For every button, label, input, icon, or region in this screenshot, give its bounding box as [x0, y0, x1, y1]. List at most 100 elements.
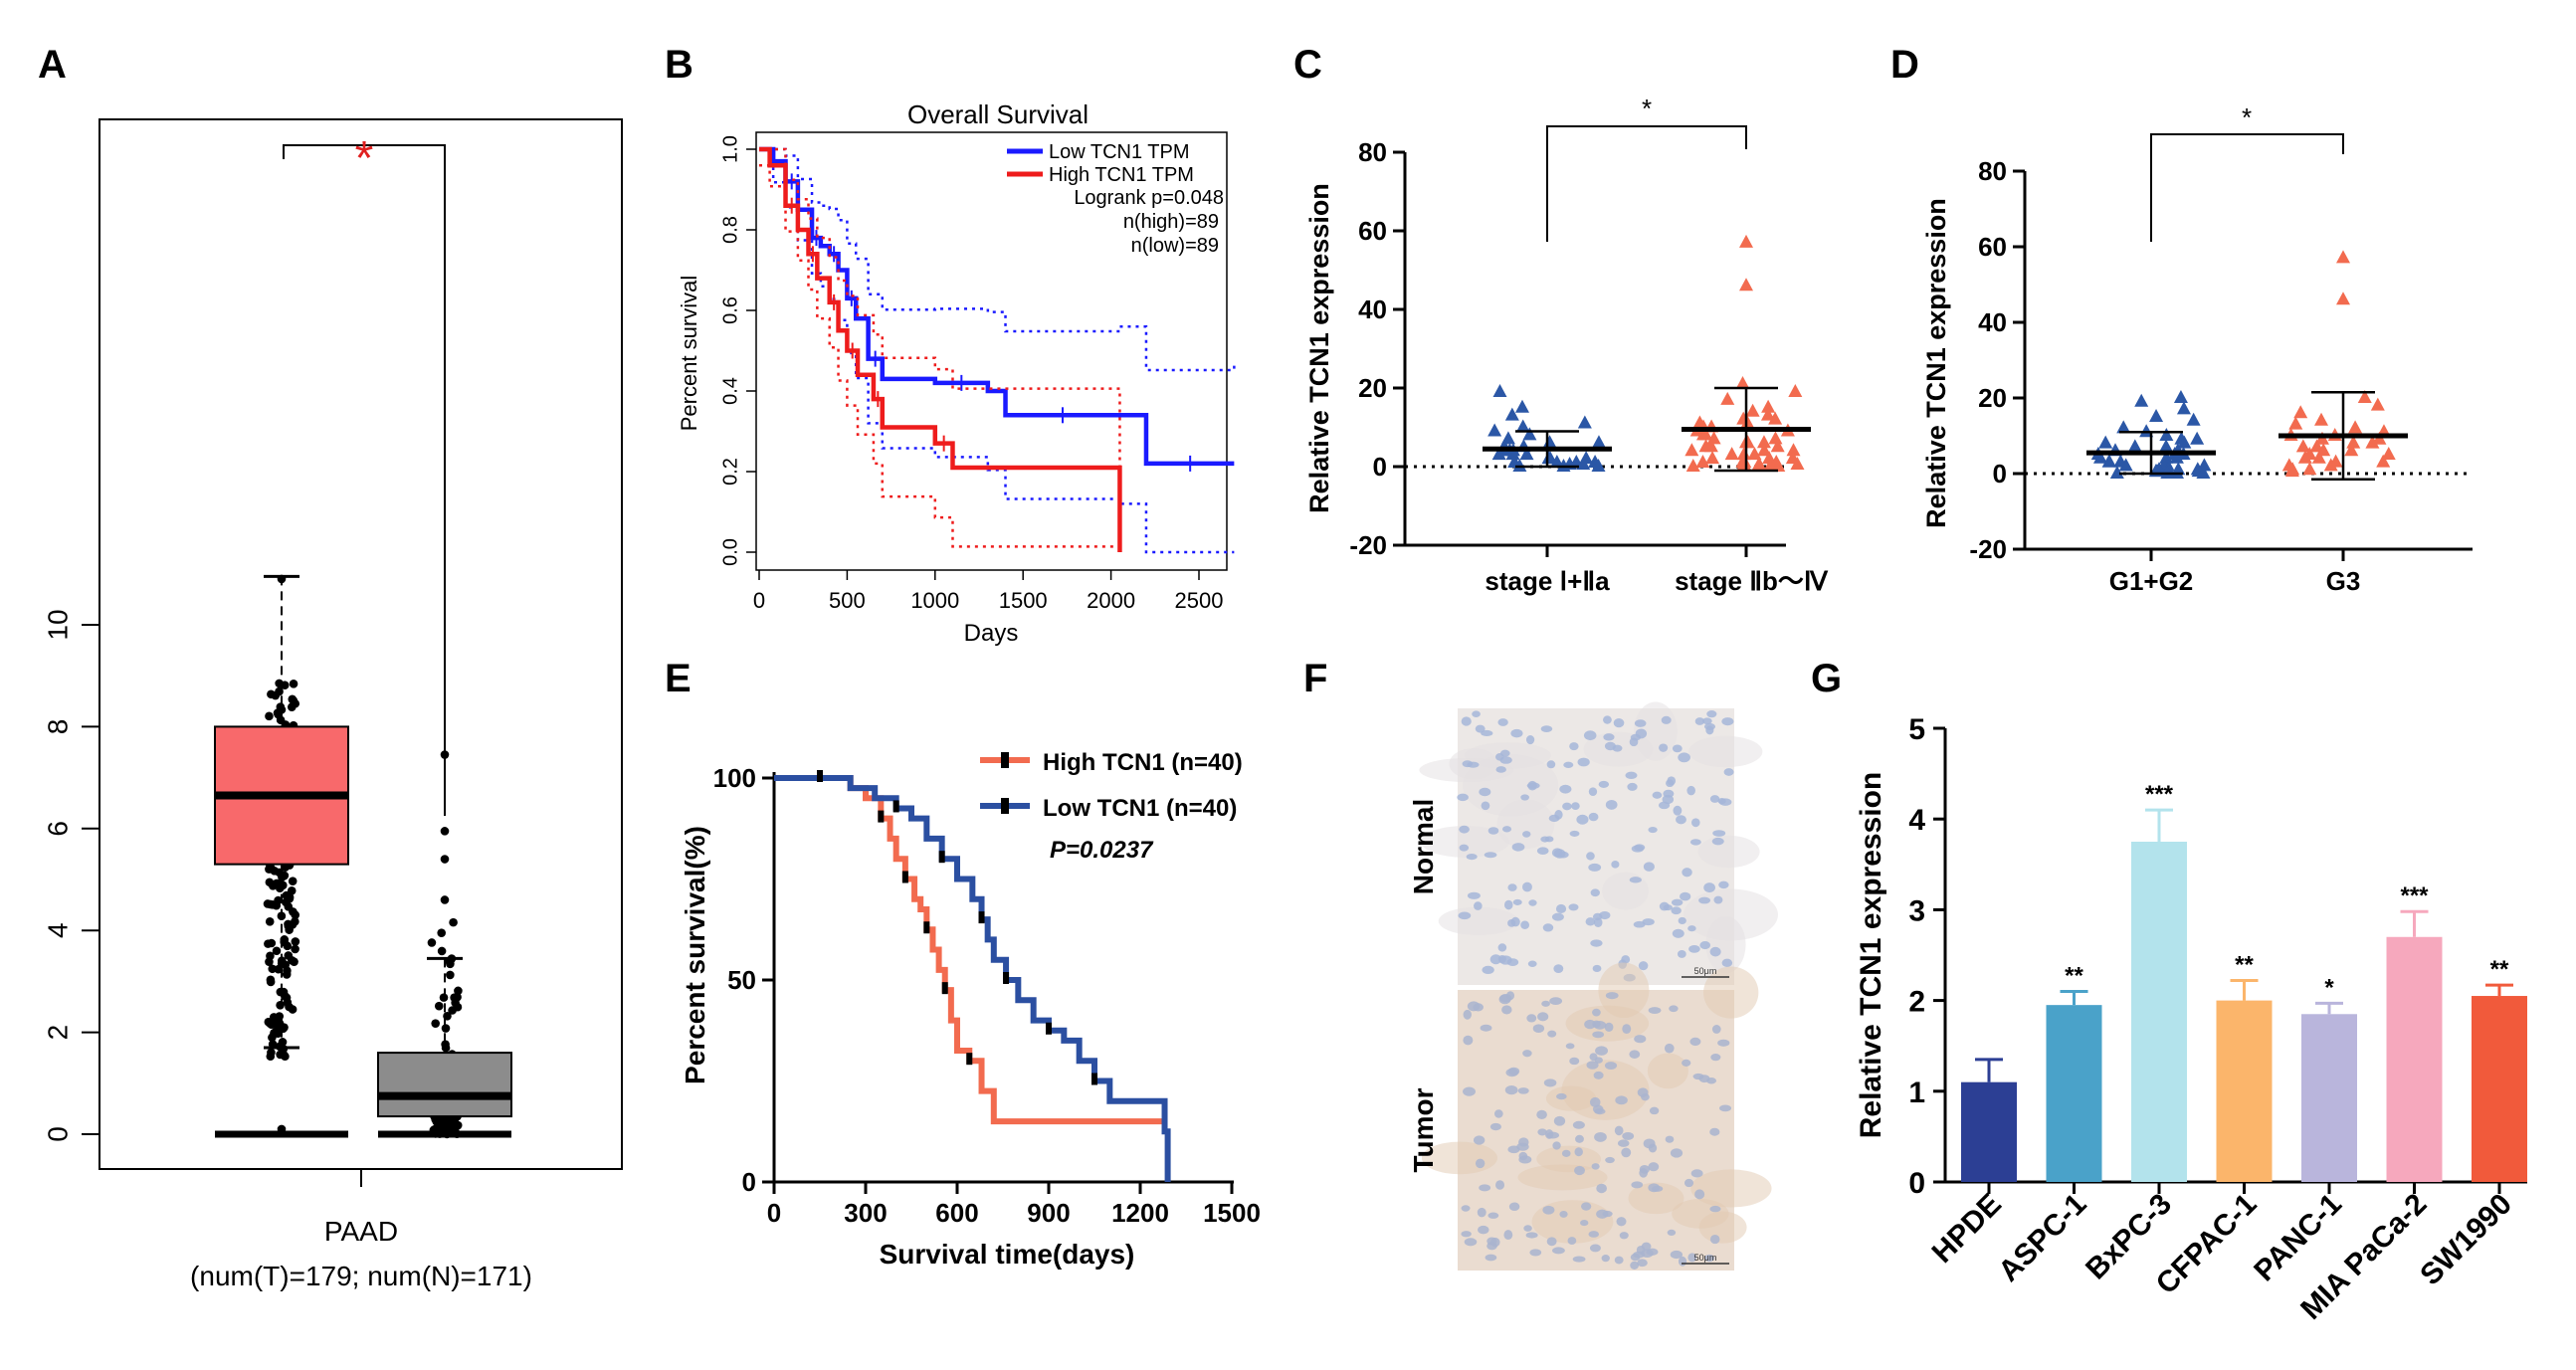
ihc-nucleus — [1501, 826, 1512, 833]
D-point-1 — [2323, 458, 2338, 472]
ihc-nucleus — [1518, 1151, 1528, 1161]
panel-c-points — [1483, 234, 1811, 473]
panel-a-boxplot: 0 2 4 6 8 10 PAAD (num(T)=179; num(N)=171) * — [42, 118, 623, 1291]
C-point-0 — [1591, 435, 1606, 449]
ihc-nucleus — [1723, 768, 1734, 776]
ihc-nucleus — [1588, 787, 1598, 797]
ihc-nucleus — [1698, 1075, 1710, 1083]
C-point-1 — [1705, 451, 1720, 465]
ihc-nucleus — [1588, 863, 1602, 872]
C-point-1 — [1788, 383, 1803, 397]
g-xtick-label-0: HPDE — [1926, 1188, 2008, 1270]
C-point-0 — [1549, 455, 1564, 469]
g-ytick-label-0: 0 — [1908, 1167, 1925, 1200]
C-point-1 — [1684, 443, 1699, 457]
ihc-nucleus — [1627, 782, 1638, 791]
ihc-normal-label: Normal — [1408, 799, 1439, 894]
ihc-nucleus — [1701, 717, 1712, 725]
ihc-nucleus — [1684, 1178, 1694, 1188]
D-point-1 — [2348, 420, 2363, 434]
b-ytick-label-4: 0.8 — [719, 216, 741, 244]
a-point — [265, 917, 275, 926]
D-point-0 — [2149, 409, 2164, 422]
ihc-nucleus — [1529, 1249, 1542, 1257]
ihc-nucleus — [1544, 1129, 1554, 1139]
ihc-nucleus — [1510, 916, 1520, 927]
ihc-stroma — [1517, 1164, 1608, 1191]
a-ytick-label-5: 10 — [42, 609, 73, 640]
ihc-nucleus — [1621, 1147, 1632, 1158]
D-point-0 — [2177, 435, 2192, 449]
ihc-nucleus — [1719, 1104, 1732, 1112]
C-point-0 — [1519, 447, 1534, 461]
ihc-nucleus — [1540, 725, 1553, 732]
ihc-nucleus — [1520, 920, 1530, 929]
ihc-nucleus — [1709, 1127, 1720, 1136]
ihc-nucleus — [1671, 906, 1682, 915]
ihc-nucleus — [1522, 831, 1531, 838]
ihc-nucleus — [1605, 1156, 1615, 1164]
a-point — [272, 879, 282, 888]
a-point — [287, 886, 297, 895]
ihc-nucleus — [1552, 1247, 1565, 1255]
panel-e-curves — [774, 770, 1171, 1182]
ihc-nucleus — [1711, 837, 1724, 846]
ihc-nucleus — [1619, 1232, 1629, 1240]
C-point-0 — [1504, 407, 1519, 421]
ihc-nucleus — [1499, 749, 1510, 757]
b-xtick-label-2: 1000 — [910, 588, 959, 613]
e-xtick-label-4: 1200 — [1111, 1198, 1169, 1228]
g-bar-2 — [2131, 842, 2187, 1182]
ihc-tumor-label: Tumor — [1408, 1087, 1439, 1172]
ihc-nucleus — [1499, 756, 1512, 764]
ihc-nucleus — [1672, 928, 1684, 938]
panel-e-legend-high-tick — [1001, 752, 1009, 768]
g-ytick-label-2: 2 — [1908, 986, 1925, 1019]
D-point-1 — [2336, 292, 2350, 305]
a-point — [431, 1019, 440, 1028]
ihc-nucleus — [1593, 1071, 1604, 1079]
ihc-nucleus — [1523, 1225, 1532, 1232]
ihc-nucleus — [1537, 1012, 1549, 1022]
a-point — [449, 917, 458, 927]
ihc-nucleus — [1595, 1046, 1608, 1056]
ihc-nucleus — [1605, 799, 1618, 810]
ihc-nucleus — [1594, 1131, 1607, 1142]
ihc-nucleus — [1631, 1181, 1644, 1189]
D-point-0 — [2160, 466, 2175, 479]
ihc-nucleus — [1493, 1109, 1503, 1118]
C-point-0 — [1505, 447, 1520, 461]
C-point-1 — [1685, 459, 1700, 472]
ihc-nucleus — [1648, 827, 1658, 834]
D-ytick-label-5: 80 — [1978, 156, 2007, 186]
panel-letter-c: C — [1293, 43, 1322, 87]
panel-b-ylabel: Percent survival — [677, 276, 701, 432]
e-censor-1 — [1003, 972, 1010, 984]
ihc-nucleus — [1690, 818, 1700, 828]
ihc-nucleus — [1475, 724, 1486, 733]
b-xtick-label-4: 2000 — [1087, 588, 1135, 613]
b-ytick-label-5: 1.0 — [719, 135, 741, 163]
ihc-nucleus — [1592, 1031, 1605, 1039]
ihc-nucleus — [1635, 728, 1648, 739]
D-ytick-label-1: 0 — [1993, 459, 2007, 489]
C-point-0 — [1591, 459, 1606, 472]
ihc-nucleus — [1559, 1210, 1568, 1218]
ihc-nucleus — [1586, 852, 1595, 861]
ihc-nucleus — [1497, 943, 1507, 952]
C-point-1 — [1761, 399, 1776, 413]
ihc-nucleus — [1489, 1122, 1501, 1131]
panel-c-sig-star: * — [1642, 94, 1652, 123]
ihc-nucleus — [1664, 1043, 1675, 1054]
ihc-nucleus — [1638, 961, 1649, 971]
a-point — [427, 938, 437, 947]
panel-e-xlabel: Survival time(days) — [880, 1239, 1135, 1270]
C-point-0 — [1577, 415, 1592, 429]
e-curve-0 — [774, 775, 1165, 1125]
ihc-nucleus — [1604, 1062, 1618, 1070]
g-ytick-label-5: 5 — [1908, 713, 1925, 746]
ihc-nucleus — [1639, 1168, 1649, 1178]
panel-c-sig-bracket — [1546, 125, 1747, 242]
b-curve-1 — [759, 146, 1122, 552]
a-point — [284, 902, 294, 911]
